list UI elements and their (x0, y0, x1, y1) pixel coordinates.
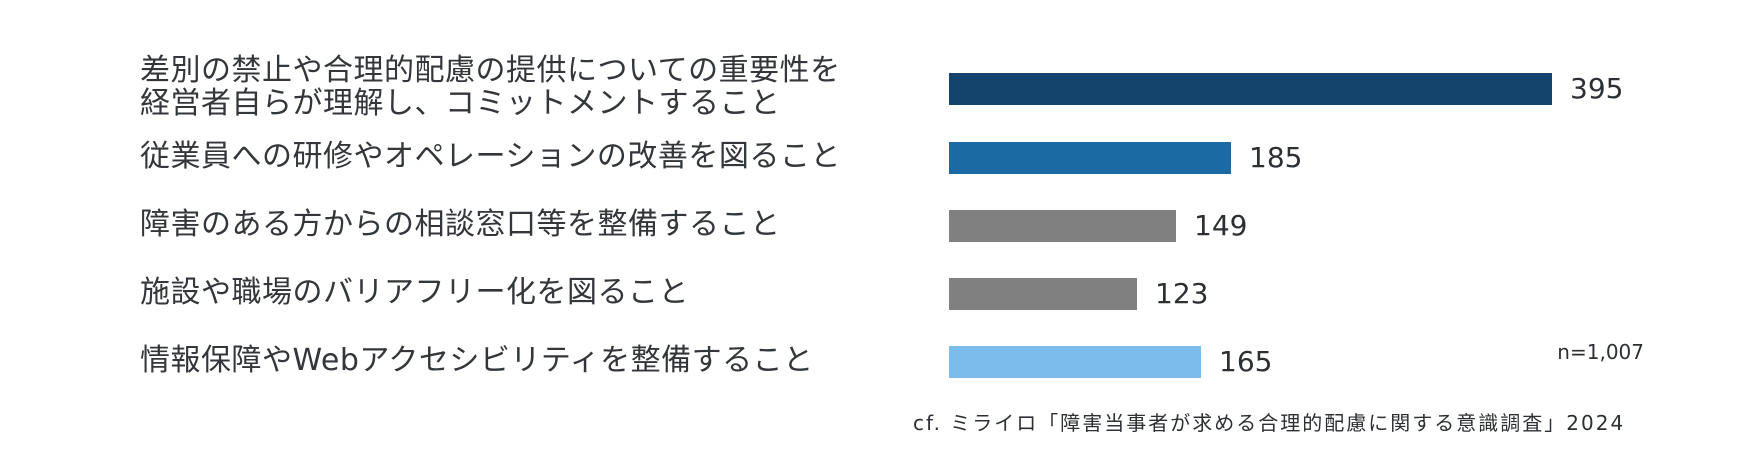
category-label: 情報保障やWebアクセシビリティを整備すること (140, 342, 814, 378)
bar (949, 142, 1231, 174)
category-label: 施設や職場のバリアフリー化を図ること (140, 274, 689, 310)
sample-size-note: n=1,007 (1557, 340, 1644, 364)
bar (949, 73, 1552, 105)
value-label: 165 (1219, 345, 1273, 378)
bar (949, 278, 1137, 310)
category-label: 障害のある方からの相談窓口等を整備すること (140, 206, 781, 242)
bar (949, 346, 1201, 378)
category-label: 従業員への研修やオペレーションの改善を図ること (140, 138, 841, 174)
value-label: 123 (1155, 277, 1209, 310)
source-note: cf. ミライロ「障害当事者が求める合理的配慮に関する意識調査」2024 (913, 411, 1626, 435)
category-label: 差別の禁止や合理的配慮の提供についての重要性を 経営者自らが理解し、コミットメン… (140, 53, 841, 121)
value-label: 185 (1249, 141, 1303, 174)
value-label: 149 (1194, 209, 1248, 242)
bar (949, 210, 1176, 242)
value-label: 395 (1570, 72, 1624, 105)
